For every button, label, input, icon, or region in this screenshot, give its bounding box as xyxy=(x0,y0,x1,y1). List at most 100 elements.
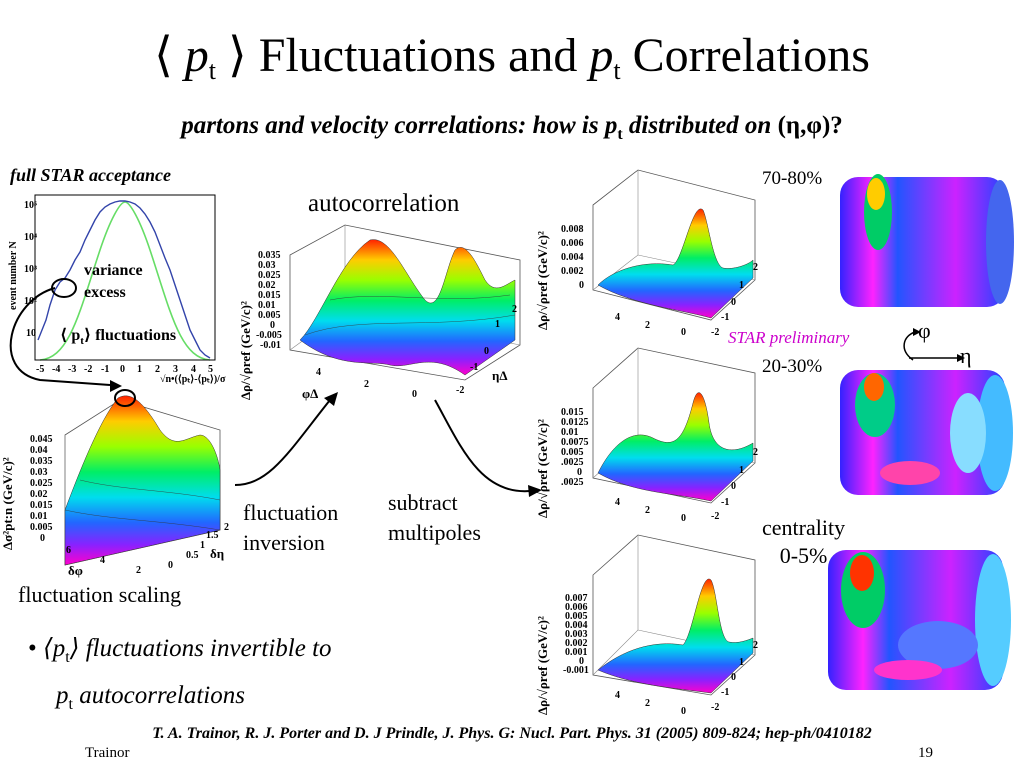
svg-text:-3: -3 xyxy=(68,364,76,375)
svg-text:0.006: 0.006 xyxy=(561,238,584,249)
svg-text:2: 2 xyxy=(136,565,141,576)
phi-label: φ xyxy=(918,318,931,343)
svg-text:0.002: 0.002 xyxy=(561,266,584,277)
svg-text:0.004: 0.004 xyxy=(565,620,588,631)
svg-text:0: 0 xyxy=(412,389,417,400)
arrow-inversion xyxy=(234,392,338,486)
svg-text:0: 0 xyxy=(579,656,584,667)
slide-title: ⟨ pt ⟩ Fluctuations and pt Correlations xyxy=(154,29,870,85)
svg-text:0.0075: 0.0075 xyxy=(561,437,589,448)
histogram-xlabel: √n•(⟨pₜ⟩-⟨pₜ⟩)/σ xyxy=(160,374,226,385)
svg-text:0.03: 0.03 xyxy=(258,260,276,271)
7080-zlabel: Δρ/√ρref (GeV/c)² xyxy=(535,231,550,330)
svg-text:10³: 10³ xyxy=(24,264,37,275)
svg-text:0.005: 0.005 xyxy=(561,447,584,458)
autocorrelation-label: autocorrelation xyxy=(308,190,460,217)
svg-text:0: 0 xyxy=(40,533,45,544)
svg-text:4: 4 xyxy=(615,312,620,323)
svg-text:-1: -1 xyxy=(470,362,478,373)
subtract-multipoles-label: subtract multipoles xyxy=(388,490,481,545)
svg-text:-2: -2 xyxy=(84,364,92,375)
centrality-0-5-label: centrality 0-5% xyxy=(762,515,846,568)
bullet-point: • ⟨pt⟩ fluctuations invertible to pt aut… xyxy=(28,635,332,713)
svg-text:5: 5 xyxy=(208,364,213,375)
svg-text:0.008: 0.008 xyxy=(561,224,584,235)
svg-text:0: 0 xyxy=(484,346,489,357)
svg-text:0.005: 0.005 xyxy=(258,310,281,321)
svg-text:-0.01: -0.01 xyxy=(260,340,281,351)
autocorrelation-surface-plot: Δρ/√ρref (GeV/c)² 0.035 0.03 0.025 0.02 … xyxy=(238,224,521,401)
svg-text:2: 2 xyxy=(364,379,369,390)
svg-text:-1: -1 xyxy=(101,364,109,375)
svg-text:0.04: 0.04 xyxy=(30,445,48,456)
svg-text:.0025: .0025 xyxy=(561,457,584,468)
arrow-hist-to-scaling xyxy=(9,287,122,392)
phi-eta-axes-icon xyxy=(903,328,965,362)
svg-text:1: 1 xyxy=(200,540,205,551)
svg-text:-1: -1 xyxy=(721,497,729,508)
slide-subtitle: partons and velocity correlations: how i… xyxy=(181,112,843,143)
svg-text:0: 0 xyxy=(681,513,686,524)
svg-text:0: 0 xyxy=(270,320,275,331)
svg-text:0: 0 xyxy=(577,467,582,478)
svg-text:0.015: 0.015 xyxy=(561,407,584,418)
svg-text:0.003: 0.003 xyxy=(565,629,588,640)
svg-text:0.006: 0.006 xyxy=(565,602,588,613)
svg-text:-2: -2 xyxy=(711,702,719,713)
fluctuation-inversion-label: fluctuation inversion xyxy=(243,500,339,555)
svg-text:-5: -5 xyxy=(36,364,44,375)
svg-text:2: 2 xyxy=(224,522,229,533)
svg-text:0.01: 0.01 xyxy=(30,511,48,522)
scaling-zticks: 0.045 0.04 0.035 0.03 0.025 0.02 0.015 0… xyxy=(30,434,53,544)
svg-text:-1: -1 xyxy=(721,687,729,698)
scaling-surface-plot: Δσ²pt:n (GeV/c)² 0.045 0.04 0.035 0.03 0… xyxy=(0,389,229,578)
svg-text:3: 3 xyxy=(173,364,178,375)
svg-text:4: 4 xyxy=(316,367,321,378)
svg-text:4: 4 xyxy=(100,555,105,566)
svg-text:1: 1 xyxy=(137,364,142,375)
svg-text:2: 2 xyxy=(155,364,160,375)
svg-text:10⁴: 10⁴ xyxy=(24,232,37,243)
svg-text:0.005: 0.005 xyxy=(30,522,53,533)
histogram-ylabel: event number N xyxy=(8,241,19,310)
svg-text:10⁵: 10⁵ xyxy=(24,200,37,211)
svg-text:0.0125: 0.0125 xyxy=(561,417,589,428)
svg-text:-2: -2 xyxy=(711,511,719,522)
svg-text:0.007: 0.007 xyxy=(565,593,588,604)
svg-text:-1: -1 xyxy=(721,312,729,323)
svg-text:0.035: 0.035 xyxy=(258,250,281,261)
peak-circle xyxy=(114,389,136,407)
svg-text:2: 2 xyxy=(645,698,650,709)
centrality-70-80-label: 70-80% xyxy=(762,168,823,189)
auto-zticks: 0.035 0.03 0.025 0.02 0.015 0.01 0.005 0… xyxy=(256,250,282,351)
histogram-plot: event number N -5 -4 -3 -2 -1 0 1 2 3 4 … xyxy=(8,194,226,385)
svg-text:4: 4 xyxy=(615,497,620,508)
svg-text:0.01: 0.01 xyxy=(258,300,276,311)
svg-text:.0025: .0025 xyxy=(561,477,584,488)
svg-text:1: 1 xyxy=(495,319,500,330)
svg-text:0: 0 xyxy=(168,560,173,571)
svg-text:0: 0 xyxy=(681,327,686,338)
scaling-ylabel: δη xyxy=(210,546,224,561)
svg-text:0.035: 0.035 xyxy=(30,456,53,467)
svg-text:0: 0 xyxy=(731,297,736,308)
svg-text:0.02: 0.02 xyxy=(30,489,48,500)
cylinder-0-5 xyxy=(828,550,1011,690)
svg-text:0.025: 0.025 xyxy=(258,270,281,281)
plot-0-5: Δρ/√ρref (GeV/c)² 0.007 0.006 0.005 0.00… xyxy=(535,534,758,717)
svg-text:0.045: 0.045 xyxy=(30,434,53,445)
full-acceptance-label: full STAR acceptance xyxy=(10,165,171,185)
svg-text:0: 0 xyxy=(579,280,584,291)
eta-label: η xyxy=(960,343,972,368)
pt-fluctuations-label: ⟨ pt⟩ fluctuations xyxy=(60,327,177,348)
scaling-xlabel: δφ xyxy=(68,563,83,578)
svg-text:0.005: 0.005 xyxy=(565,611,588,622)
svg-text:2: 2 xyxy=(645,505,650,516)
svg-text:-2: -2 xyxy=(456,385,464,396)
svg-text:0.02: 0.02 xyxy=(258,280,276,291)
svg-text:6: 6 xyxy=(66,545,71,556)
svg-text:0: 0 xyxy=(120,364,125,375)
svg-text:0.03: 0.03 xyxy=(30,467,48,478)
cylinder-20-30 xyxy=(840,370,1013,495)
variance-excess-label: variance excess xyxy=(84,262,143,301)
